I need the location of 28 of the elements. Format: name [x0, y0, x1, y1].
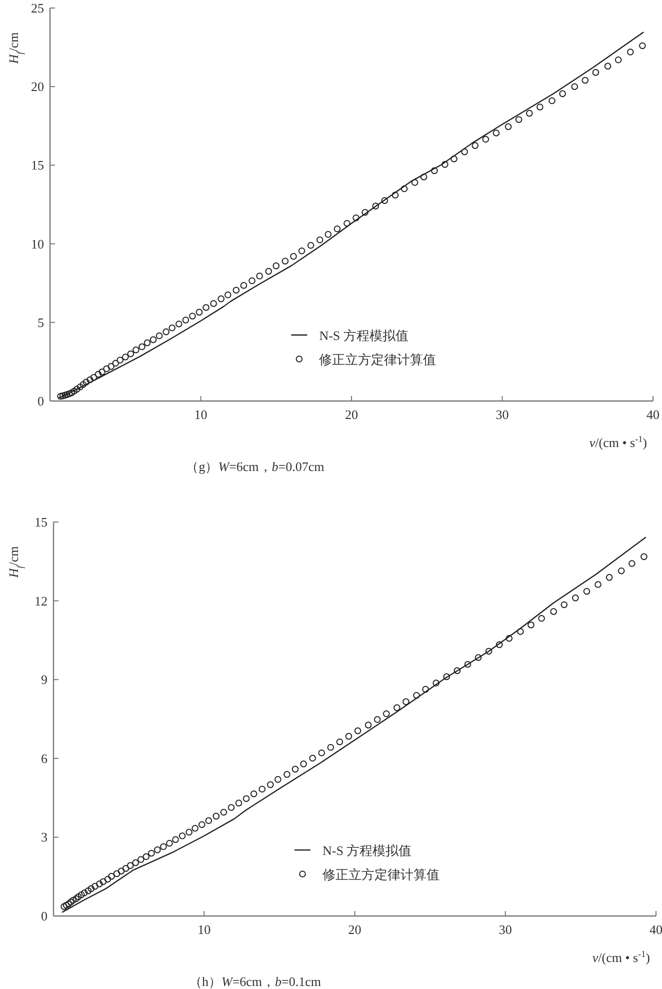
text: （h）W=6cm，b=0.1cm	[188, 974, 322, 989]
text: （g）W=6cm，b=0.07cm	[186, 459, 324, 474]
y-tick-label: 0	[38, 394, 44, 408]
y-tick-label: 12	[34, 593, 48, 608]
y-tick-label: 6	[41, 750, 48, 766]
x-tick-label: 30	[498, 922, 512, 937]
y-tick-label: 20	[31, 79, 44, 94]
x-tick-label: 10	[194, 407, 208, 422]
y-tick-label: 9	[41, 672, 48, 688]
x-tick-label: 20	[345, 407, 358, 422]
y-tick-label: 10	[31, 236, 44, 252]
x-axis-title: v/(cm • s$^{-1}$)	[589, 434, 647, 450]
x-tick-label: 40	[650, 922, 662, 937]
x-tick-label: 30	[496, 407, 509, 422]
y-tick-label: 25	[31, 0, 44, 16]
y-tick-label: 5	[38, 314, 44, 330]
legend-label: 修正立方定律计算值	[322, 867, 440, 882]
x-axis-title: v/(cm • s$^{-1}$)	[592, 949, 650, 965]
legend-label: N-S 方程模拟值	[322, 843, 412, 858]
x-tick-label: 20	[348, 922, 362, 937]
x-tick-label: 40	[646, 407, 660, 422]
y-tick-label: 3	[41, 830, 48, 845]
y-tick-label: 0	[41, 908, 48, 924]
y-tick-label: 15	[31, 158, 44, 173]
y-tick-label: 15	[34, 514, 48, 530]
legend-label: 修正立方定律计算值	[319, 352, 436, 367]
legend-label: N-S 方程模拟值	[319, 328, 408, 343]
x-tick-label: 10	[198, 922, 211, 937]
